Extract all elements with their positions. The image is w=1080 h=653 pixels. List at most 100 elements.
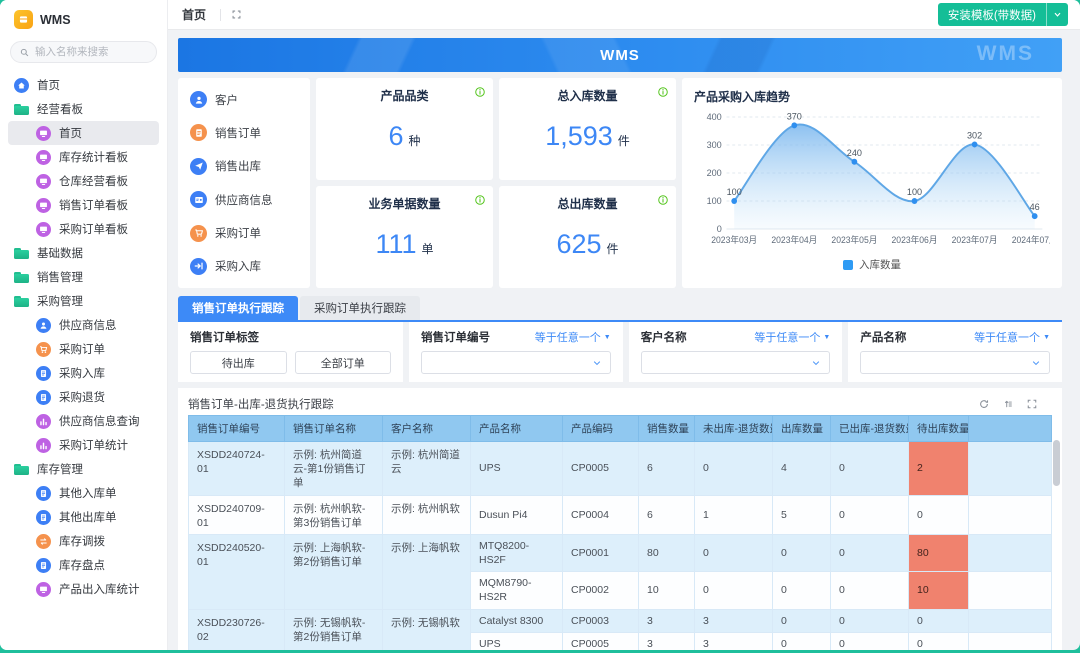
- sidebar-item[interactable]: 产品出入库统计: [8, 577, 159, 601]
- app-title: WMS: [40, 12, 71, 27]
- sort-icon[interactable]: [1002, 398, 1014, 410]
- fullscreen-icon: [1027, 399, 1037, 409]
- sidebar-folder[interactable]: 经营看板: [8, 97, 159, 121]
- sidebar-item[interactable]: 其他出库单: [8, 505, 159, 529]
- stat-card-title: 业务单据数量: [368, 197, 441, 211]
- tag-filter-button[interactable]: 全部订单: [294, 351, 392, 374]
- sidebar-item[interactable]: 库存统计看板: [8, 145, 159, 169]
- sidebar-item[interactable]: 库存调拨: [8, 529, 159, 553]
- filter-condition[interactable]: 等于任意一个 ▼: [974, 329, 1050, 345]
- sidebar-item[interactable]: 采购订单看板: [8, 217, 159, 241]
- table-scrollbar-thumb[interactable]: [1053, 440, 1060, 486]
- filter-select[interactable]: [860, 351, 1050, 374]
- card-icon: [194, 196, 203, 203]
- tracking-table-card: 销售订单-出库-退货执行跟踪 销售订单编号 销售订单名称 客户名称 产品名称 产品编码销…: [178, 388, 1062, 650]
- sidebar-item-label: 采购退货: [59, 392, 105, 404]
- cell-qty-4: 0: [908, 608, 969, 633]
- install-dropdown-chevron-icon[interactable]: [1046, 3, 1068, 26]
- filter-select[interactable]: [640, 351, 831, 374]
- sidebar-item[interactable]: 采购退货: [8, 385, 159, 409]
- filter-condition-label: 等于任意一个: [534, 332, 601, 344]
- doc-icon: [36, 509, 51, 525]
- sidebar-item-label: 销售订单看板: [59, 200, 128, 212]
- chart-legend[interactable]: 入库数量: [694, 257, 1050, 274]
- cell-product-name: UPS: [470, 441, 563, 496]
- svg-text:46: 46: [1030, 202, 1040, 212]
- filter-label: 销售订单编号: [421, 332, 491, 344]
- table-row[interactable]: XSDD230726-02 示例: 无锡帆软-第2份销售订单 示例: 无锡帆软 Cat…: [188, 608, 1052, 650]
- refresh-icon[interactable]: [978, 398, 990, 410]
- fullscreen-icon[interactable]: [1026, 398, 1038, 410]
- cell-qty-4: 80: [908, 533, 969, 573]
- cell-qty-2: 5: [772, 494, 831, 535]
- filter-condition[interactable]: 等于任意一个 ▼: [535, 329, 611, 345]
- cell-qty-0: 6: [638, 494, 695, 535]
- sidebar-item[interactable]: 销售订单看板: [8, 193, 159, 217]
- tracking-tab[interactable]: 销售订单执行跟踪: [178, 296, 298, 320]
- table-column-header: 销售订单编号: [188, 415, 285, 442]
- stat-card-unit: 单: [421, 241, 434, 256]
- monitor-icon: [36, 197, 51, 213]
- doc-icon: [190, 124, 207, 142]
- sidebar-item[interactable]: 其他入库单: [8, 481, 159, 505]
- cell-qty-3: 0: [830, 608, 909, 633]
- tracking-tab[interactable]: 采购订单执行跟踪: [300, 296, 420, 320]
- cell-qty-0: 80: [638, 533, 695, 573]
- filter-condition-label: 等于任意一个: [754, 332, 821, 344]
- sort-icon: [1005, 400, 1012, 408]
- sidebar-folder[interactable]: 采购管理: [8, 289, 159, 313]
- tab-home[interactable]: 首页: [182, 8, 207, 22]
- tag-filter-button[interactable]: 待出库: [190, 351, 287, 374]
- quick-link[interactable]: 采购订单: [190, 224, 298, 242]
- table-row[interactable]: XSDD240709-01 示例: 杭州帆软-第3份销售订单 示例: 杭州帆软 Dus…: [188, 494, 1052, 535]
- card-icon: [190, 191, 207, 209]
- sidebar-folder[interactable]: 基础数据: [8, 241, 159, 265]
- sidebar-item-label: 采购订单看板: [59, 224, 128, 236]
- table-column-header: 待出库数量: [908, 415, 969, 442]
- folder-icon: [14, 295, 29, 307]
- sidebar-item[interactable]: 采购订单: [8, 337, 159, 361]
- sidebar-item[interactable]: 供应商信息: [8, 313, 159, 337]
- table-row[interactable]: UPS CP0005 3 3 0 0 0: [189, 631, 1052, 650]
- quick-link[interactable]: 销售订单: [190, 124, 298, 142]
- cell-qty-0: 6: [638, 441, 695, 496]
- quick-link[interactable]: 采购入库: [190, 257, 298, 275]
- info-icon[interactable]: [657, 193, 669, 211]
- filter-condition-label: 等于任意一个: [974, 332, 1041, 344]
- install-template-label[interactable]: 安装模板(带数据): [937, 3, 1046, 26]
- table-row[interactable]: XSDD240724-01 示例: 杭州简道云-第1份销售订单 示例: 杭州简道云 U…: [188, 441, 1052, 496]
- quick-link-label: 供应商信息: [215, 194, 273, 207]
- info-icon[interactable]: [474, 85, 486, 103]
- filter-condition[interactable]: 等于任意一个 ▼: [754, 329, 830, 345]
- quick-link[interactable]: 供应商信息: [190, 191, 298, 209]
- quick-link[interactable]: 客户: [190, 91, 298, 108]
- person-icon: [195, 96, 202, 104]
- table-row[interactable]: XSDD240520-01 示例: 上海帆软-第2份销售订单 示例: 上海帆软 MTQ…: [188, 533, 1052, 610]
- cell-product-code: CP0005: [562, 631, 639, 650]
- search-input[interactable]: [35, 46, 148, 58]
- sidebar-search[interactable]: [10, 41, 157, 63]
- info-icon[interactable]: [474, 193, 486, 211]
- info-icon[interactable]: [657, 85, 669, 103]
- cell-qty-0: 10: [638, 571, 695, 610]
- sidebar-item[interactable]: 库存盘点: [8, 553, 159, 577]
- sidebar-item[interactable]: 首页: [8, 73, 159, 97]
- sidebar-item[interactable]: 仓库经营看板: [8, 169, 159, 193]
- cell-order-name: 示例: 无锡帆软-第2份销售订单: [284, 608, 383, 650]
- table-row[interactable]: MQM8790-HS2R CP0002 10 0 0 0 10: [189, 571, 1052, 610]
- install-template-button[interactable]: 安装模板(带数据): [937, 3, 1068, 26]
- sidebar-item[interactable]: 采购入库: [8, 361, 159, 385]
- table-column-header: 客户名称: [382, 415, 471, 442]
- expand-tabs-icon[interactable]: [221, 9, 252, 20]
- sidebar-item[interactable]: 首页: [8, 121, 159, 145]
- monitor-icon: [36, 221, 51, 237]
- svg-text:2023年06月: 2023年06月: [892, 234, 938, 245]
- sidebar-folder[interactable]: 销售管理: [8, 265, 159, 289]
- cell-qty-3: 0: [830, 631, 909, 650]
- sidebar-item[interactable]: 采购订单统计: [8, 433, 159, 457]
- quick-link[interactable]: 销售出库: [190, 157, 298, 175]
- filter-select[interactable]: [421, 351, 611, 374]
- sidebar-folder[interactable]: 库存管理: [8, 457, 159, 481]
- sidebar-item[interactable]: 供应商信息查询: [8, 409, 159, 433]
- cell-qty-1: 0: [694, 533, 773, 573]
